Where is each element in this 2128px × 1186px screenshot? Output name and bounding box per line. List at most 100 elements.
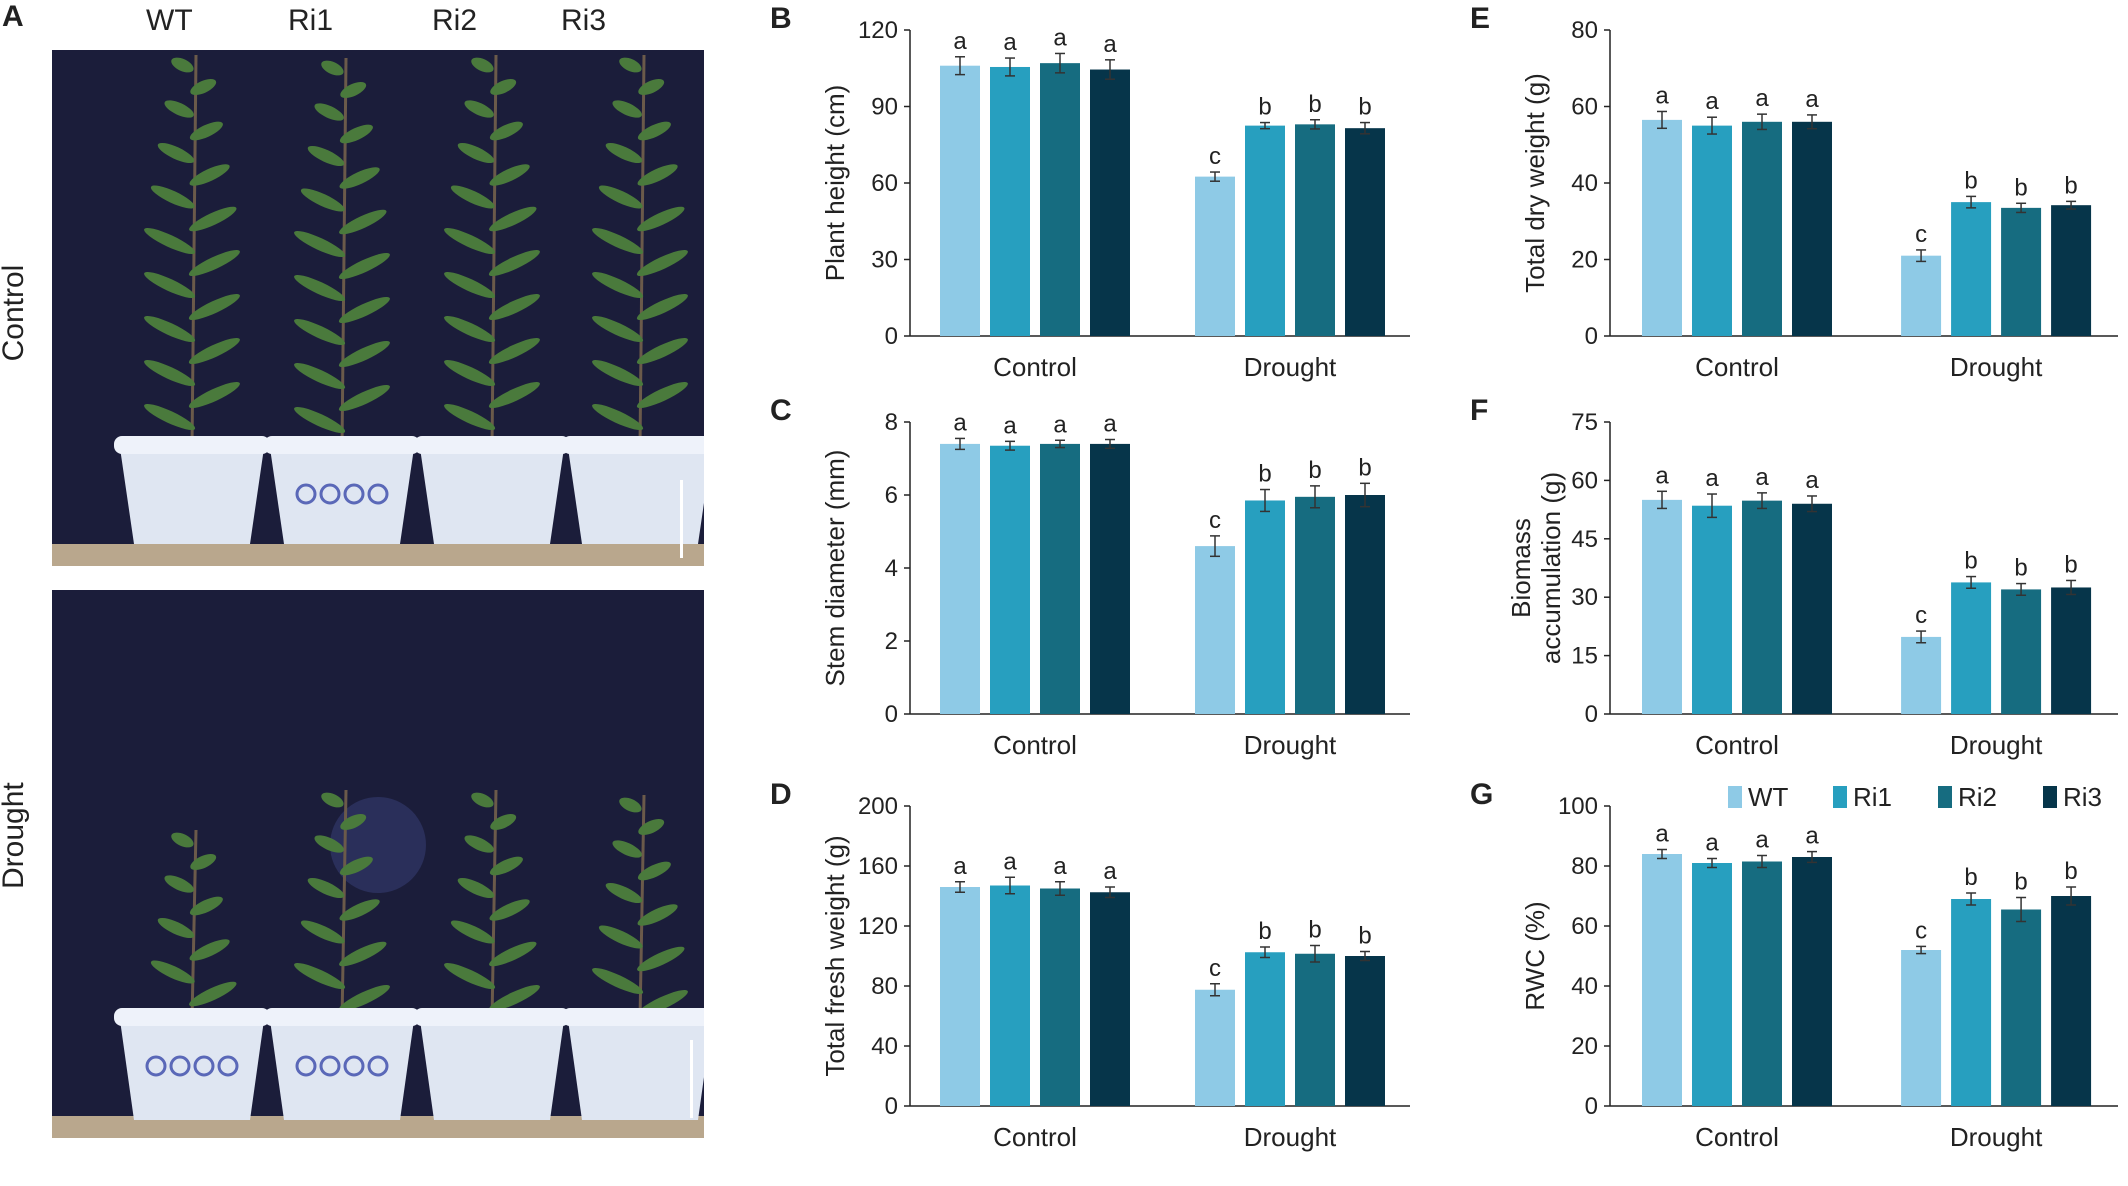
significance-letter: a (1655, 462, 1669, 489)
y-tick-label: 30 (1571, 584, 1598, 611)
bar-ri3-drought (2051, 896, 2092, 1106)
y-tick-label: 0 (1585, 323, 1598, 350)
significance-letter: a (1805, 823, 1819, 850)
error-bar-ri3-drought (1360, 482, 1370, 508)
plant-drought-1 (264, 789, 420, 1120)
significance-letter: a (1003, 848, 1017, 875)
y-tick-label: 2 (885, 628, 898, 655)
row-label-drought: Drought (0, 782, 30, 889)
error-bar-ri3-drought (1360, 121, 1370, 135)
y-tick-label: 0 (885, 701, 898, 728)
significance-letter: b (1964, 864, 1977, 891)
bar-wt-control (1642, 119, 1682, 336)
significance-letter: c (1209, 507, 1221, 534)
significance-letter: a (1103, 411, 1117, 438)
y-tick-label: 8 (885, 409, 898, 436)
photo-control (52, 50, 704, 566)
category-label-control: Control (993, 730, 1077, 760)
significance-letter: b (1258, 94, 1271, 121)
y-tick-label: 160 (858, 853, 898, 880)
y-tick-label: 40 (1571, 973, 1598, 1000)
significance-letter: b (2064, 172, 2077, 199)
bar-ri2-drought (2001, 589, 2042, 714)
category-label-control: Control (1695, 1122, 1779, 1152)
error-bar-ri1-drought (1260, 488, 1270, 513)
genotype-label-ri1: Ri1 (288, 4, 334, 37)
significance-letter: a (1655, 82, 1669, 109)
error-bar-ri1-control (1005, 440, 1015, 451)
significance-letter: a (1003, 29, 1017, 56)
panel-letter-e: E (1470, 2, 1490, 35)
significance-letter: b (1258, 461, 1271, 488)
chart-svg-b: B 0 30 60 90 120 Plant height (cm) Control a a a a D… (770, 2, 1410, 382)
chart-g: G 0 20 40 60 80 100 RWC (%) Control a a a a Drought c b… (1460, 770, 2128, 1181)
bar-ri2-drought (1295, 124, 1335, 336)
significance-letter: c (1209, 143, 1221, 170)
y-tick-label: 40 (1571, 170, 1598, 197)
significance-letter: a (1805, 467, 1819, 494)
bar-wt-drought (1195, 989, 1235, 1106)
bar-ri1-drought (1245, 500, 1285, 714)
legend-label: Ri2 (1958, 782, 1997, 812)
genotype-label-ri2: Ri2 (432, 4, 478, 37)
bar-ri2-drought (1295, 496, 1335, 714)
significance-letter: b (2014, 555, 2027, 582)
error-bar-ri1-drought (1260, 946, 1270, 959)
error-bar-ri2-control (1055, 439, 1065, 449)
bar-ri2-control (1040, 63, 1080, 337)
bar-ri2-drought (1295, 953, 1335, 1106)
error-bar-ri3-drought (2066, 200, 2077, 210)
significance-letter: a (1705, 88, 1719, 115)
plant-control-0 (114, 54, 270, 544)
y-tick-label: 60 (1571, 467, 1598, 494)
bar-ri2-control (1040, 888, 1080, 1106)
y-axis-label: RWC (%) (1520, 901, 1550, 1010)
category-label-drought: Drought (1244, 352, 1337, 382)
significance-letter: a (1103, 858, 1117, 885)
significance-letter: b (1358, 923, 1371, 950)
significance-letter: a (1705, 830, 1719, 857)
panel-letter-d: D (770, 778, 792, 811)
bar-ri2-control (1040, 443, 1080, 714)
y-tick-label: 0 (885, 1093, 898, 1120)
chart-svg-e: E 0 20 40 60 80 Total dry weight (g) Control a a a… (1470, 2, 2118, 382)
significance-letter: b (1964, 167, 1977, 194)
legend-item-ri3: Ri3 (2043, 782, 2102, 812)
significance-letter: c (1915, 917, 1927, 944)
error-bar-wt-control (1657, 110, 1667, 130)
significance-letter: a (1755, 827, 1769, 854)
error-bar-wt-drought (1916, 945, 1927, 955)
chart-svg-d: D 0 40 80 120 160 200 Total fresh weight (g) Con… (770, 778, 1410, 1152)
genotype-label-wt: WT (146, 4, 193, 37)
plant-drought-0 (114, 829, 270, 1120)
error-bar-ri3-drought (2066, 579, 2077, 596)
y-tick-label: 200 (858, 793, 898, 820)
significance-letter: b (1308, 91, 1321, 118)
chart-c: C 0 2 4 6 8 Stem diameter (mm) Control a a a a Droug… (760, 392, 1420, 770)
chart-b: B 0 30 60 90 120 Plant height (cm) Control a a a a D… (760, 0, 1420, 392)
legend-item-wt: WT (1728, 782, 1789, 812)
significance-letter: a (1053, 24, 1067, 51)
bar-ri3-control (1090, 443, 1130, 714)
y-tick-label: 75 (1571, 409, 1598, 436)
bar-ri3-control (1090, 69, 1130, 337)
bar-ri3-drought (1345, 956, 1385, 1106)
bar-wt-control (940, 887, 980, 1106)
error-bar-ri1-control (1707, 857, 1717, 869)
y-axis-label: Total dry weight (g) (1520, 73, 1550, 293)
error-bar-wt-control (955, 881, 965, 893)
photo-drought-illustration (52, 590, 704, 1138)
chart-f: F 0 15 30 45 60 75 Biomassaccumulation (g) Contr… (1460, 392, 2128, 770)
panel-letter-f: F (1470, 394, 1488, 427)
bar-ri1-drought (1245, 125, 1285, 336)
category-label-drought: Drought (1950, 730, 2043, 760)
legend-item-ri1: Ri1 (1833, 782, 1892, 812)
error-bar-wt-control (1657, 490, 1667, 510)
row-label-control: Control (0, 264, 30, 362)
bar-ri3-control (1090, 892, 1130, 1106)
error-bar-ri2-drought (1310, 944, 1320, 963)
chart-svg-g: G 0 20 40 60 80 100 RWC (%) Control a a a a Drought c b… (1470, 778, 2118, 1152)
significance-letter: b (1358, 454, 1371, 481)
category-label-drought: Drought (1244, 1122, 1337, 1152)
error-bar-wt-drought (1210, 535, 1220, 558)
